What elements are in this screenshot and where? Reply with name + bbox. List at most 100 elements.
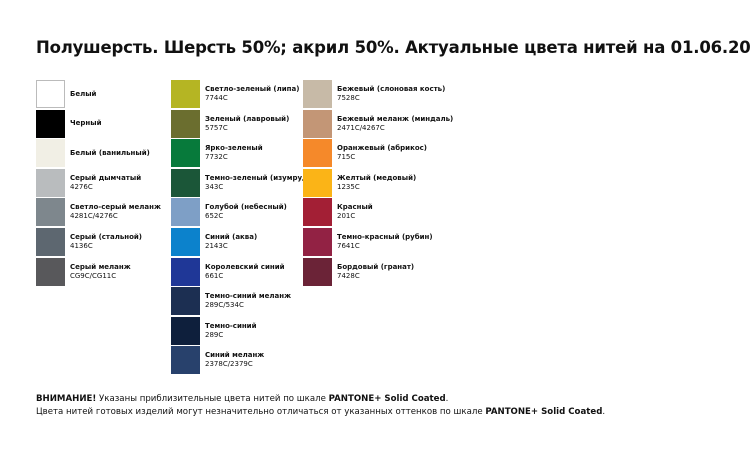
pantone-code: 5757C	[205, 123, 228, 132]
color-name: Белый	[70, 89, 97, 98]
swatch-label: Синий меланж 2378C/2379C	[205, 351, 264, 369]
swatch-label: Зеленый (лавровый) 5757C	[205, 115, 289, 133]
swatch-label: Светло-зеленый (липа) 7744C	[205, 85, 299, 103]
swatch-label: Бордовый (гранат) 7428C	[337, 263, 414, 281]
swatch-label: Ярко-зеленый 7732C	[205, 144, 263, 162]
pantone-code: 7744C	[205, 94, 228, 102]
footer-text: PANTONE+ Solid Coated	[328, 394, 446, 404]
color-swatch	[171, 198, 200, 227]
color-name: Серый дымчатый	[70, 173, 142, 182]
color-swatch	[303, 80, 332, 108]
color-swatch	[303, 257, 332, 286]
color-swatch	[171, 257, 200, 286]
color-swatch	[36, 257, 65, 286]
color-swatch	[36, 109, 65, 138]
color-swatch	[36, 198, 65, 227]
pantone-code: 4136C	[70, 242, 93, 250]
color-name: Бежевый меланж (миндаль)	[337, 114, 454, 123]
swatch-label: Желтый (медовый) 1235C	[337, 174, 416, 192]
swatch-label: Серый дымчатый 4276C	[70, 174, 141, 192]
swatch-label: Серый (стальной) 4136C	[70, 233, 142, 251]
pantone-code: 2471C/4267C	[337, 123, 385, 132]
pantone-code: 715C	[337, 153, 356, 162]
color-name: Королевский синий	[205, 262, 285, 271]
color-name: Белый (ванильный)	[70, 148, 150, 157]
pantone-code: 652C	[205, 212, 224, 221]
footer-text: PANTONE+ Solid Coated	[485, 407, 603, 417]
pantone-code: 343C	[205, 182, 224, 191]
swatch-label: Темно-зеленый (изумруд) 343C	[205, 174, 311, 192]
footer-text: .	[602, 407, 606, 417]
pantone-code: 201C	[337, 212, 356, 221]
color-swatch	[36, 139, 65, 168]
swatch-label: Светло-серый меланж 4281C/4276C	[70, 203, 161, 221]
color-swatch	[303, 228, 332, 256]
swatch-label: Темно-красный (рубин) 7641C	[337, 233, 433, 251]
pantone-code: 289C/534C	[205, 301, 244, 310]
color-name: Синий меланж	[205, 351, 265, 360]
color-name: Черный	[70, 119, 102, 128]
swatch-label: Темно-синий меланж 289C/534C	[205, 292, 291, 310]
swatch-label: Бежевый (слоновая кость) 7528C	[337, 85, 445, 103]
color-name: Светло-зеленый (липа)	[205, 85, 300, 93]
color-swatch	[36, 80, 65, 108]
color-swatch	[171, 228, 200, 256]
pantone-code: 7641C	[337, 242, 360, 250]
color-swatch	[36, 168, 65, 197]
color-name: Темно-зеленый (изумруд)	[205, 173, 311, 182]
pantone-code: CG9C/CG11C	[70, 271, 117, 280]
color-name: Красный	[337, 203, 373, 212]
color-name: Желтый (медовый)	[337, 173, 417, 182]
swatch-label: Серый меланж CG9C/CG11C	[70, 263, 131, 281]
pantone-code: 2378C/2379C	[205, 360, 253, 369]
footer-text: ВНИМАНИЕ!	[36, 394, 97, 404]
swatch-label: Синий (аква) 2143C	[205, 233, 257, 251]
color-name: Серый (стальной)	[70, 233, 142, 241]
color-swatch	[171, 346, 200, 375]
color-swatch	[303, 198, 332, 227]
swatch-label: Черный	[70, 119, 102, 128]
color-swatch	[36, 228, 65, 256]
title: Полушерсть. Шерсть 50%; акрил 50%. Актуа…	[36, 38, 750, 57]
pantone-code: 7732C	[205, 153, 228, 162]
pantone-code: 289C	[205, 330, 224, 339]
footer-note: Цвета нитей готовых изделий могут незнач…	[36, 407, 605, 417]
color-swatch	[171, 109, 200, 138]
pantone-code: 1235C	[337, 182, 360, 191]
pantone-code: 7528C	[337, 94, 360, 102]
color-swatch	[171, 316, 200, 345]
swatch-label: Белый	[70, 90, 96, 99]
color-swatch	[171, 168, 200, 197]
color-name: Темно-синий	[205, 321, 257, 330]
color-name: Темно-синий меланж	[205, 292, 292, 301]
footer-text: .	[445, 394, 449, 404]
color-swatch	[171, 139, 200, 168]
swatch-label: Белый (ванильный)	[70, 149, 150, 158]
footer-note: ВНИМАНИЕ! Указаны приблизительные цвета …	[36, 394, 448, 404]
swatch-label: Королевский синий 661C	[205, 263, 285, 281]
pantone-code: 4281C/4276C	[70, 212, 118, 221]
color-name: Светло-серый меланж	[70, 203, 161, 212]
color-name: Серый меланж	[70, 262, 131, 271]
color-swatch	[171, 80, 200, 108]
pantone-code: 7428C	[337, 271, 360, 280]
color-swatch	[303, 139, 332, 168]
swatch-label: Голубой (небесный) 652C	[205, 203, 287, 221]
pantone-code: 661C	[205, 271, 224, 280]
swatch-label: Бежевый меланж (миндаль) 2471C/4267C	[337, 115, 453, 133]
swatch-label: Оранжевый (абрикос) 715C	[337, 144, 427, 162]
color-name: Бежевый (слоновая кость)	[337, 85, 446, 93]
swatch-label: Темно-синий 289C	[205, 322, 257, 340]
color-swatch	[303, 109, 332, 138]
footer-text: Цвета нитей готовых изделий могут незнач…	[36, 407, 486, 417]
swatch-label: Красный 201C	[337, 203, 373, 221]
color-name: Темно-красный (рубин)	[337, 233, 433, 241]
color-name: Голубой (небесный)	[205, 203, 287, 212]
color-name: Синий (аква)	[205, 233, 258, 241]
footer-text: Указаны приблизительные цвета нитей по ш…	[96, 394, 329, 404]
color-name: Зеленый (лавровый)	[205, 114, 290, 123]
pantone-code: 4276C	[70, 182, 93, 191]
color-swatch	[171, 287, 200, 316]
color-name: Ярко-зеленый	[205, 144, 263, 153]
